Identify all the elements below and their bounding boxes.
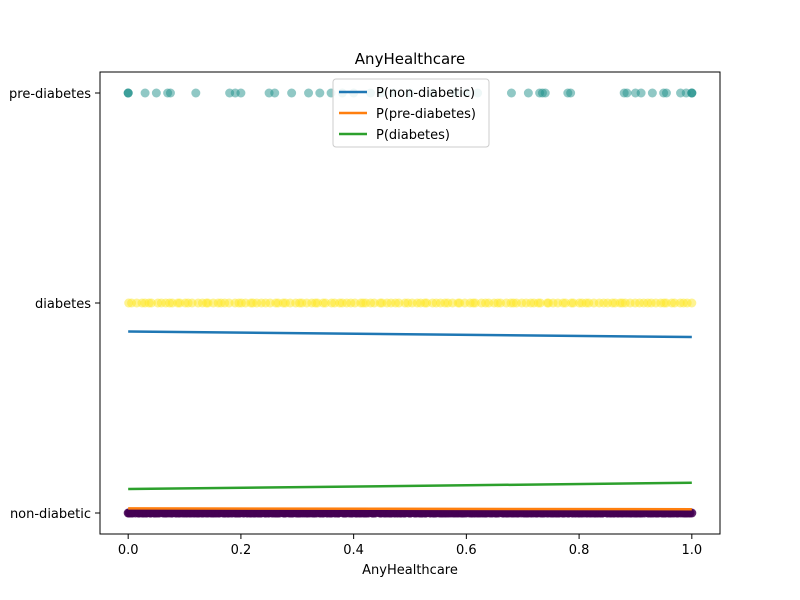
scatter-point-pre-diabetes — [165, 88, 175, 98]
scatter-point-pre-diabetes — [191, 88, 201, 98]
scatter-point-pre-diabetes — [315, 88, 325, 98]
line-p-non-diabetic — [128, 330, 692, 339]
scatter-point-pre-diabetes — [123, 88, 133, 98]
x-tick-label: 0.2 — [231, 543, 252, 558]
scatter-point-pre-diabetes — [304, 88, 314, 98]
scatter-point-pre-diabetes — [661, 88, 671, 98]
x-axis-title: AnyHealthcare — [362, 563, 458, 578]
x-tick-label: 1.0 — [681, 543, 702, 558]
scatter-point-pre-diabetes — [636, 88, 646, 98]
scatter-point-diabetes — [470, 298, 480, 308]
legend: P(non-diabetic) P(pre-diabetes) P(diabetes… — [332, 78, 490, 148]
scatter-point-non-diabetic — [687, 508, 697, 518]
axes-group: 0.0 0.2 0.4 0.6 0.8 1.0 non-diabetic diabetes pr… — [9, 71, 721, 558]
y-tick-label: non-diabetic — [10, 507, 91, 522]
scatter-point-pre-diabetes — [647, 88, 657, 98]
scatter-point-pre-diabetes — [506, 88, 516, 98]
scatter-point-pre-diabetes — [540, 88, 550, 98]
x-tick-label: 0.4 — [343, 543, 364, 558]
scatter-point-pre-diabetes — [287, 88, 297, 98]
probability-lines-group — [128, 330, 692, 511]
x-tick-label: 0.8 — [569, 543, 590, 558]
x-tick-label: 0.6 — [456, 543, 477, 558]
scatter-point-pre-diabetes — [270, 88, 280, 98]
scatter-point-pre-diabetes — [236, 88, 246, 98]
scatter-point-pre-diabetes — [140, 88, 150, 98]
scatter-point-pre-diabetes — [566, 88, 576, 98]
scatter-point-diabetes — [687, 298, 697, 308]
y-tick-label: diabetes — [35, 297, 91, 312]
chart-title: AnyHealthcare — [355, 50, 465, 68]
line-p-pre-diabetes — [128, 507, 692, 511]
scatter-point-pre-diabetes — [151, 88, 161, 98]
scatter-point-diabetes — [535, 298, 545, 308]
legend-label: P(pre-diabetes) — [376, 107, 476, 122]
y-tick-label: pre-diabetes — [9, 87, 91, 102]
line-p-diabetes — [128, 481, 692, 491]
legend-label: P(diabetes) — [376, 128, 450, 143]
scatter-point-diabetes — [146, 298, 156, 308]
scatter-point-pre-diabetes — [523, 88, 533, 98]
scatter-points-group — [123, 88, 697, 518]
legend-label: P(non-diabetic) — [376, 86, 475, 101]
legend-box — [332, 78, 490, 148]
x-tick-label: 0.0 — [118, 543, 139, 558]
scatter-point-pre-diabetes — [687, 88, 697, 98]
scatter-point-pre-diabetes — [622, 88, 632, 98]
